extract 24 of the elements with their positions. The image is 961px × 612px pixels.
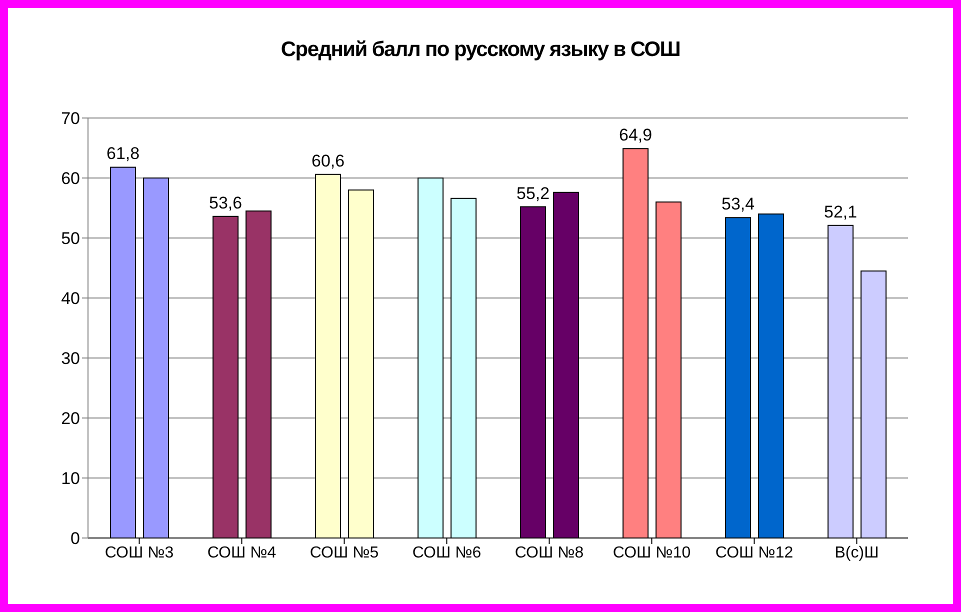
data-label: 53,4 (722, 194, 755, 214)
data-label: 53,6 (209, 193, 242, 212)
y-tick-label: 20 (61, 409, 80, 428)
data-label: 52,1 (824, 202, 858, 222)
x-tick-label: СОШ №4 (207, 544, 276, 562)
data-label: 60,6 (312, 151, 345, 170)
y-tick-label: 0 (70, 529, 80, 548)
x-tick-label: СОШ №12 (715, 544, 794, 562)
x-tick-label: В(с)Ш (834, 544, 879, 562)
data-label: 64,9 (619, 126, 652, 145)
y-tick-label: 60 (61, 169, 80, 188)
chart-title: Средний балл по русскому языку в СОШ (280, 38, 680, 61)
y-tick-label: 30 (61, 349, 80, 368)
data-label: 55,2 (516, 184, 550, 203)
x-tick-label: СОШ №3 (104, 544, 174, 562)
x-tick-label: СОШ №5 (310, 544, 379, 562)
y-tick-label: 70 (61, 109, 80, 128)
y-tick-label: 50 (61, 229, 80, 248)
data-label: 61,8 (106, 144, 140, 164)
x-tick-label: СОШ №10 (612, 544, 691, 562)
y-tick-label: 10 (61, 469, 80, 488)
x-tick-label: СОШ №6 (412, 544, 482, 562)
x-tick-label: СОШ №8 (514, 544, 584, 562)
y-tick-label: 40 (61, 289, 80, 308)
